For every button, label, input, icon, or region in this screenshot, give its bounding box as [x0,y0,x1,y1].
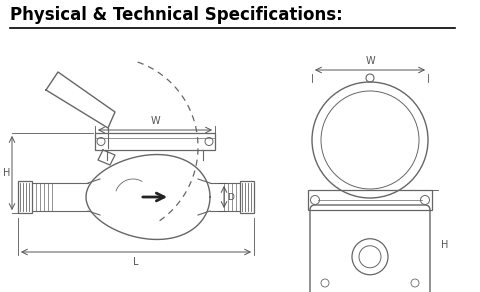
Circle shape [311,196,320,204]
Text: Physical & Technical Specifications:: Physical & Technical Specifications: [10,6,343,24]
Bar [18,181,32,213]
Circle shape [205,138,213,145]
Text: W: W [365,56,375,66]
Bar [95,133,215,150]
Text: D: D [227,192,234,201]
Bar [240,181,254,213]
Circle shape [97,138,105,145]
Text: H: H [441,240,448,250]
Text: W: W [150,116,160,126]
Bar [308,190,432,210]
Text: L: L [133,257,139,267]
Text: H: H [2,168,10,178]
Circle shape [420,196,430,204]
